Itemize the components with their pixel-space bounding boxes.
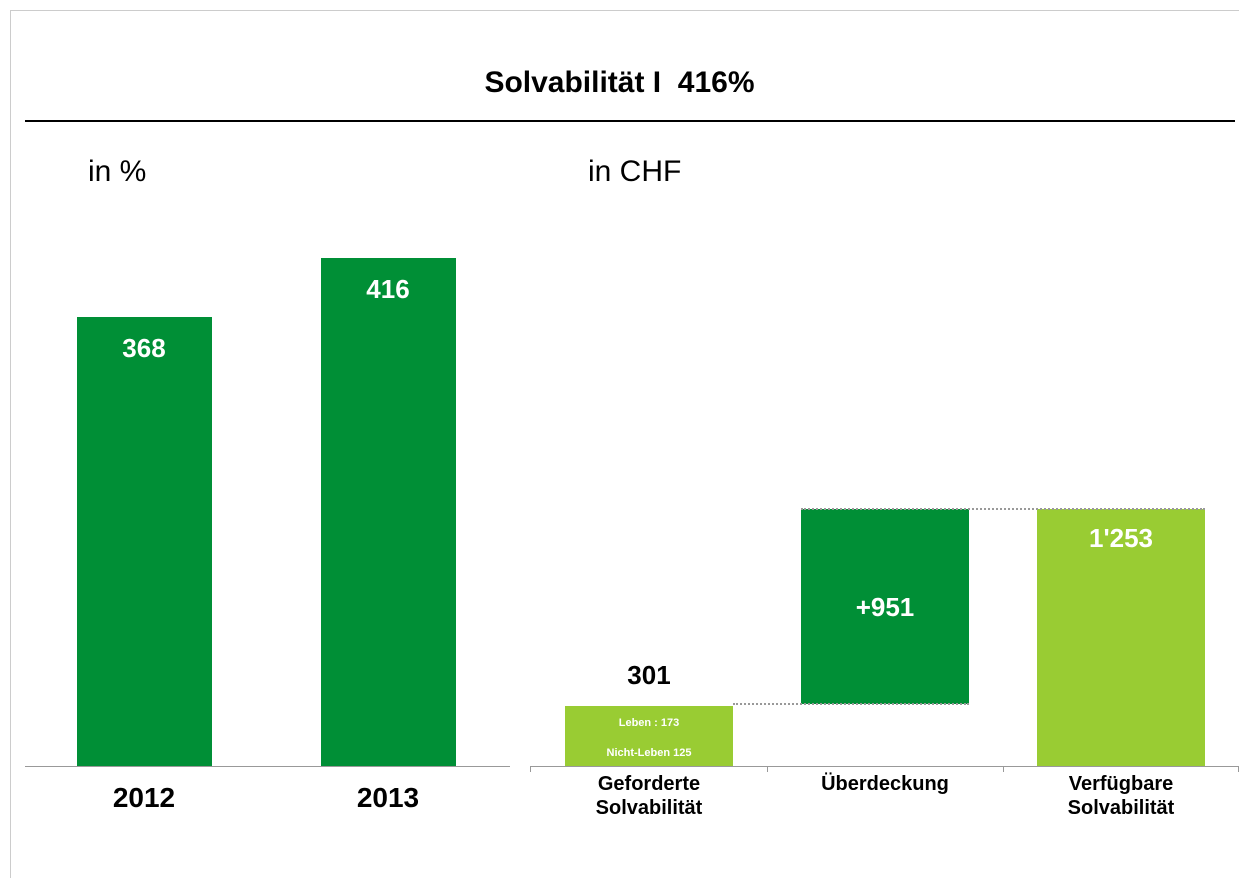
- segment-label: Nicht-Leben 125: [606, 747, 692, 760]
- connector: [801, 508, 1205, 510]
- chart-subtitle: in %: [88, 155, 147, 188]
- x-tick-label: 2013: [356, 782, 420, 813]
- x-tick-label: Überdeckung: [821, 773, 949, 795]
- x-axis: [25, 766, 510, 767]
- slide-title: Solvabilität I 416%: [484, 66, 755, 99]
- axis-tick: [1003, 766, 1004, 772]
- value-label: 416: [366, 274, 410, 304]
- connector: [733, 703, 969, 706]
- stack-segment: [565, 740, 733, 766]
- x-tick-label: Geforderte Solvabilität: [595, 773, 703, 819]
- bar: [76, 316, 212, 766]
- bar: [320, 258, 456, 766]
- title-rule: [25, 120, 1235, 122]
- axis-tick: [767, 766, 768, 772]
- chart-subtitle: in CHF: [588, 155, 682, 188]
- segment-label: Leben : 173: [618, 716, 680, 729]
- value-label: 1'253: [1088, 523, 1154, 553]
- frame: [10, 10, 1239, 878]
- bar: [1037, 509, 1205, 766]
- x-axis: [530, 766, 1239, 767]
- axis-tick: [530, 766, 531, 772]
- value-label: 301: [627, 660, 671, 691]
- x-tick-label: Verfügbare Solvabilität: [1067, 773, 1175, 819]
- stack-segment: [565, 704, 733, 741]
- bar: [801, 509, 969, 705]
- value-label: 368: [122, 332, 166, 363]
- value-label: +951: [855, 591, 915, 622]
- x-tick-label: 2012: [112, 782, 176, 813]
